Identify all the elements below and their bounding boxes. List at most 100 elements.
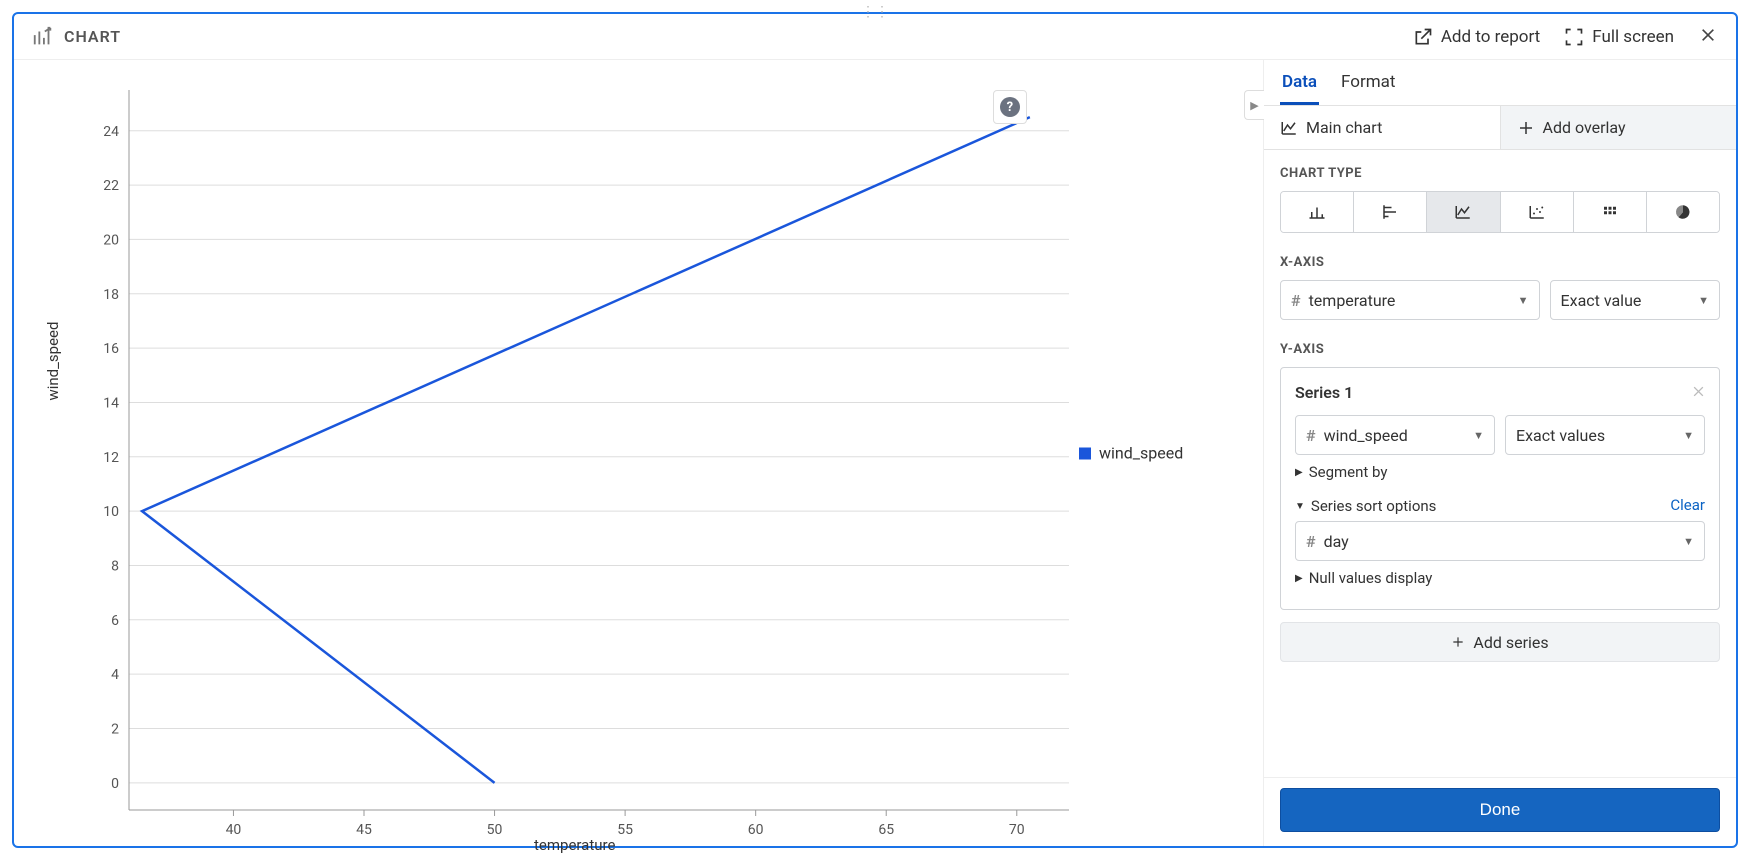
x-axis-mode-select[interactable]: Exact value ▼: [1550, 280, 1720, 320]
subtab-main-chart[interactable]: Main chart: [1264, 106, 1501, 149]
subtab-main-chart-label: Main chart: [1306, 118, 1382, 137]
plus-icon: [1517, 119, 1535, 137]
segment-by-label: Segment by: [1309, 463, 1388, 481]
null-values-label: Null values display: [1309, 569, 1433, 587]
chart-type-line[interactable]: [1427, 192, 1500, 232]
chart-type-pie[interactable]: [1647, 192, 1719, 232]
svg-text:10: 10: [103, 504, 119, 520]
chevron-right-icon: ▶: [1295, 573, 1303, 584]
y-axis-section: Y-AXIS Series 1 # wind_speed ▼: [1280, 342, 1720, 662]
chevron-down-icon: ▼: [1473, 429, 1484, 442]
tab-format[interactable]: Format: [1339, 66, 1397, 105]
y-axis-field-value: wind_speed: [1324, 426, 1408, 445]
segment-by-expander[interactable]: ▶ Segment by: [1295, 455, 1705, 489]
chart-type-heatmap[interactable]: [1574, 192, 1647, 232]
chart-type-selector: [1280, 191, 1720, 233]
add-series-label: Add series: [1473, 633, 1548, 652]
y-axis-title: wind_speed: [44, 322, 62, 401]
series-remove-button[interactable]: [1692, 382, 1705, 403]
done-button[interactable]: Done: [1280, 788, 1720, 832]
close-icon: [1692, 385, 1705, 398]
svg-text:24: 24: [103, 124, 119, 140]
pie-icon: [1673, 203, 1693, 221]
svg-text:2: 2: [111, 721, 119, 737]
question-icon: ?: [1000, 97, 1020, 117]
svg-text:22: 22: [103, 178, 119, 194]
clear-sort-button[interactable]: Clear: [1670, 496, 1705, 514]
bar-horizontal-icon: [1380, 203, 1400, 221]
panel-body: 02468101214161820222440455055606570wind_…: [14, 60, 1736, 846]
line-chart-icon: [1280, 119, 1298, 137]
tab-data[interactable]: Data: [1280, 66, 1319, 105]
svg-text:4: 4: [111, 667, 119, 683]
fullscreen-icon: [1564, 27, 1584, 47]
sort-field-select[interactable]: #day ▼: [1295, 521, 1705, 561]
y-axis-label: Y-AXIS: [1280, 342, 1720, 357]
add-series-button[interactable]: Add series: [1280, 622, 1720, 662]
chevron-right-icon: ▶: [1295, 467, 1303, 478]
full-screen-button[interactable]: Full screen: [1564, 27, 1674, 47]
x-axis-field-select[interactable]: # temperature ▼: [1280, 280, 1540, 320]
chart-type-bar-vertical[interactable]: [1281, 192, 1354, 232]
drag-handle-icon[interactable]: ⋮⋮: [861, 4, 889, 20]
bar-vertical-icon: [1307, 203, 1327, 221]
svg-text:12: 12: [103, 450, 119, 466]
x-axis-mode-value: Exact value: [1561, 291, 1642, 310]
chart-type-bar-horizontal[interactable]: [1354, 192, 1427, 232]
svg-text:8: 8: [111, 558, 119, 574]
svg-text:16: 16: [103, 341, 119, 357]
null-values-expander[interactable]: ▶ Null values display: [1295, 561, 1705, 595]
svg-text:50: 50: [487, 822, 503, 838]
svg-text:14: 14: [103, 395, 119, 411]
subtab-add-overlay[interactable]: Add overlay: [1501, 106, 1737, 149]
line-icon: [1453, 203, 1473, 221]
y-axis-mode-select[interactable]: Exact values ▼: [1505, 415, 1705, 455]
svg-text:65: 65: [878, 822, 894, 838]
help-button[interactable]: ?: [993, 90, 1027, 124]
chart-icon: [32, 26, 54, 48]
y-axis-field-select[interactable]: # wind_speed ▼: [1295, 415, 1495, 455]
scatter-icon: [1527, 203, 1547, 221]
x-axis-field-value: temperature: [1309, 291, 1396, 310]
sidebar-content: CHART TYPE: [1264, 150, 1736, 777]
chevron-down-icon: ▼: [1698, 294, 1709, 307]
svg-text:6: 6: [111, 613, 119, 629]
chart-area: 02468101214161820222440455055606570wind_…: [14, 60, 1264, 846]
series-title: Series 1: [1295, 383, 1353, 402]
add-to-report-label: Add to report: [1441, 27, 1540, 47]
chart-legend: wind_speed: [1079, 444, 1183, 463]
hash-icon: #: [1306, 532, 1316, 551]
close-icon: [1700, 27, 1716, 43]
svg-text:40: 40: [226, 822, 242, 838]
panel-title: CHART: [32, 26, 121, 48]
panel-header: CHART Add to report Full screen: [14, 14, 1736, 60]
x-axis-section: X-AXIS # temperature ▼ Exact value ▼: [1280, 255, 1720, 320]
add-to-report-button[interactable]: Add to report: [1413, 27, 1540, 47]
sidebar-subtabs: Main chart Add overlay: [1264, 105, 1736, 150]
panel-title-text: CHART: [64, 27, 121, 46]
chart-type-scatter[interactable]: [1501, 192, 1574, 232]
subtab-add-overlay-label: Add overlay: [1543, 118, 1626, 137]
settings-sidebar: Data Format Main chart Add overlay CHART…: [1264, 60, 1736, 846]
legend-label: wind_speed: [1099, 444, 1183, 463]
chevron-down-icon: ▼: [1683, 429, 1694, 442]
plus-icon: [1451, 635, 1465, 649]
export-icon: [1413, 27, 1433, 47]
svg-text:60: 60: [748, 822, 764, 838]
sort-options-expander[interactable]: ▼ Series sort options: [1295, 489, 1436, 521]
chevron-down-icon: ▼: [1295, 501, 1305, 512]
sidebar-tabs: Data Format: [1264, 60, 1736, 105]
hash-icon: #: [1291, 291, 1301, 310]
x-axis-label: X-AXIS: [1280, 255, 1720, 270]
chevron-down-icon: ▼: [1518, 294, 1529, 307]
close-button[interactable]: [1698, 24, 1718, 49]
svg-text:55: 55: [617, 822, 633, 838]
collapse-sidebar-button[interactable]: ▶: [1244, 90, 1264, 120]
chart-panel: ⋮⋮ CHART Add to report Full screen: [12, 12, 1738, 848]
legend-swatch: [1079, 447, 1091, 459]
hash-icon: #: [1306, 426, 1316, 445]
full-screen-label: Full screen: [1592, 27, 1674, 47]
sort-field-value: day: [1324, 532, 1349, 551]
svg-text:70: 70: [1009, 822, 1025, 838]
svg-text:45: 45: [356, 822, 372, 838]
